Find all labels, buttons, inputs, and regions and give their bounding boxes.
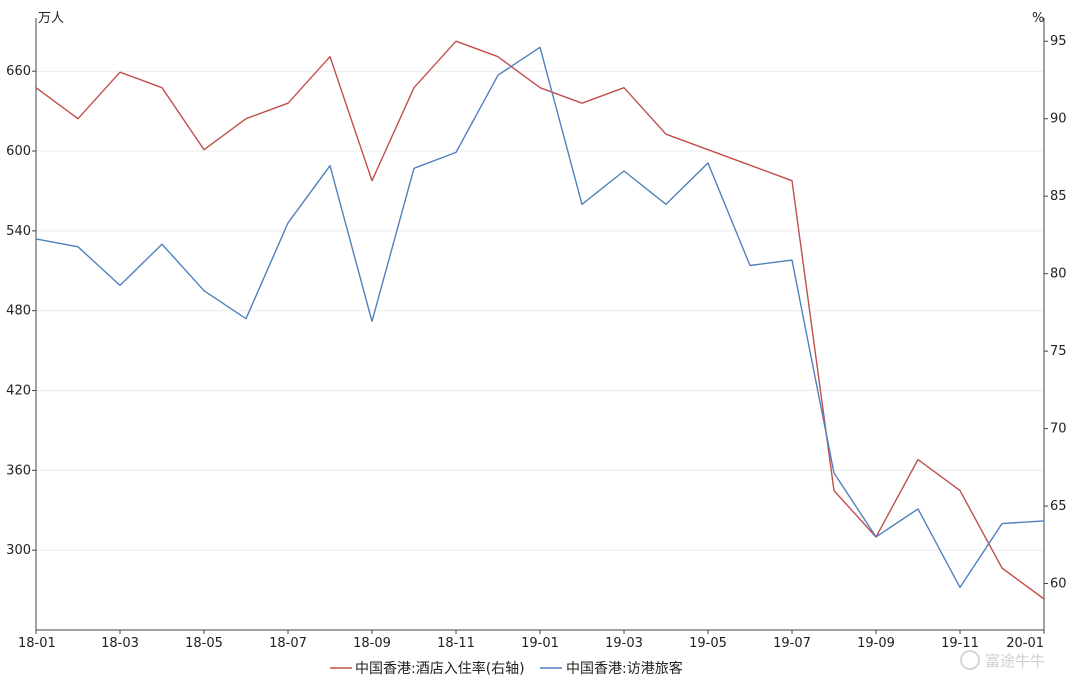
data-point-hotel-occupancy [581,102,583,104]
data-point-hotel-occupancy [371,179,373,181]
right-tick-label: 85 [1050,189,1067,204]
data-point-hotel-occupancy [35,87,37,89]
series-line-hotel-occupancy [35,40,1045,600]
data-point-hotel-occupancy [707,148,709,150]
left-tick-label: 420 [6,384,31,399]
data-point-visitor-arrivals [329,164,331,166]
data-point-hotel-occupancy [161,87,163,89]
left-tick-label: 480 [6,304,31,319]
data-point-hotel-occupancy [119,71,121,73]
right-axis-ticks: 60 65 70 75 80 85 90 95 [1044,34,1067,592]
series-line-visitor-arrivals [35,46,1045,589]
data-point-hotel-occupancy [203,148,205,150]
data-point-visitor-arrivals [119,284,121,286]
x-tick-label: 19-09 [857,636,895,651]
left-axis-ticks: 300 360 420 480 540 600 660 [6,64,36,558]
data-point-visitor-arrivals [77,246,79,248]
data-point-visitor-arrivals [455,151,457,153]
x-tick-label: 18-05 [185,636,223,651]
data-point-hotel-occupancy [959,489,961,491]
data-point-hotel-occupancy [497,56,499,58]
data-point-visitor-arrivals [371,320,373,322]
right-tick-label: 60 [1050,577,1067,592]
x-tick-label: 19-05 [689,636,727,651]
right-tick-label: 80 [1050,267,1067,282]
data-point-visitor-arrivals [875,536,877,538]
data-point-hotel-occupancy [77,118,79,120]
x-axis-ticks: 18-01 18-03 18-05 18-07 18-09 18-11 19-01 19-03… [18,630,1045,651]
right-tick-label: 75 [1050,344,1067,359]
data-point-hotel-occupancy [1001,567,1003,569]
legend-label-visitors: 中国香港:访港旅客 [566,660,683,677]
data-point-visitor-arrivals [35,238,37,240]
data-point-hotel-occupancy [1043,598,1045,600]
watermark-logo-icon [960,650,980,670]
data-point-hotel-occupancy [455,40,457,42]
data-point-hotel-occupancy [917,458,919,460]
legend: 中国香港:酒店入住率(右轴) 中国香港:访港旅客 [330,660,683,677]
left-tick-label: 540 [6,224,31,239]
data-point-visitor-arrivals [917,508,919,510]
x-tick-label: 18-03 [101,636,139,651]
x-tick-label: 19-01 [521,636,559,651]
data-point-visitor-arrivals [665,203,667,205]
grid-lines [36,70,1044,551]
x-tick-label: 18-09 [353,636,391,651]
data-point-visitor-arrivals [833,472,835,474]
x-tick-label: 18-01 [18,636,56,651]
data-point-hotel-occupancy [329,56,331,58]
data-point-visitor-arrivals [497,74,499,76]
data-point-visitor-arrivals [203,290,205,292]
data-point-visitor-arrivals [581,203,583,205]
data-point-hotel-occupancy [413,87,415,89]
data-point-visitor-arrivals [791,259,793,261]
left-tick-label: 360 [6,463,31,478]
data-point-visitor-arrivals [623,170,625,172]
x-tick-label: 19-03 [605,636,643,651]
right-tick-label: 90 [1050,112,1067,127]
data-point-visitor-arrivals [1001,522,1003,524]
right-tick-label: 70 [1050,422,1067,437]
data-point-visitor-arrivals [161,243,163,245]
data-point-hotel-occupancy [245,118,247,120]
data-point-visitor-arrivals [245,317,247,319]
data-point-visitor-arrivals [749,264,751,266]
x-tick-label: 19-11 [941,636,979,651]
data-point-visitor-arrivals [539,46,541,48]
axes: 万人 % [35,11,1045,631]
data-point-hotel-occupancy [791,179,793,181]
left-tick-label: 660 [6,64,31,79]
watermark: 富途牛牛 [960,650,1045,670]
data-point-hotel-occupancy [287,102,289,104]
data-point-hotel-occupancy [833,489,835,491]
data-point-visitor-arrivals [1043,520,1045,522]
data-point-visitor-arrivals [707,162,709,164]
data-point-visitor-arrivals [959,586,961,588]
watermark-text: 富途牛牛 [985,652,1045,670]
right-tick-label: 65 [1050,499,1067,514]
left-tick-label: 300 [6,543,31,558]
data-point-visitor-arrivals [287,222,289,224]
x-tick-label: 19-07 [773,636,811,651]
left-axis-unit: 万人 [38,11,64,26]
left-tick-label: 600 [6,144,31,159]
data-point-hotel-occupancy [749,164,751,166]
right-axis-unit: % [1032,11,1044,26]
data-point-visitor-arrivals [413,167,415,169]
series-lines [35,40,1045,600]
legend-label-occupancy: 中国香港:酒店入住率(右轴) [355,660,525,677]
data-point-hotel-occupancy [665,133,667,135]
data-point-hotel-occupancy [539,87,541,89]
right-tick-label: 95 [1050,34,1067,49]
data-point-hotel-occupancy [623,87,625,89]
x-tick-label: 18-07 [269,636,307,651]
x-tick-label: 18-11 [437,636,475,651]
x-tick-label: 20-01 [1006,636,1044,651]
